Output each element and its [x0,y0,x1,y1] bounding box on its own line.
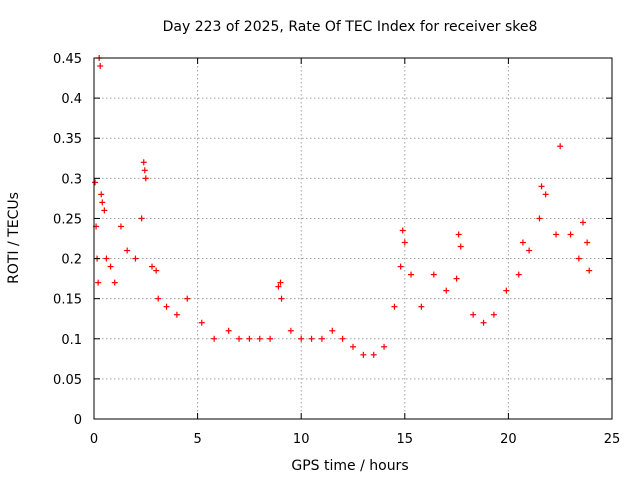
y-tick-label: 0.05 [53,373,82,388]
data-point [453,275,460,282]
data-point [163,303,170,310]
data-point [256,335,263,342]
data-point [318,335,325,342]
data-point [277,279,284,286]
data-point [567,231,574,238]
data-point [553,231,560,238]
data-point [140,159,147,166]
data-point [141,167,148,174]
data-point [98,191,105,198]
data-point [173,311,180,318]
data-point [515,271,522,278]
data-point [211,335,218,342]
data-point [287,327,294,334]
y-tick-label: 0.25 [53,212,82,227]
x-tick-label: 20 [500,432,517,447]
data-point [107,263,114,270]
data-point [142,175,149,182]
data-point [575,255,582,262]
axis-ticks: 0 5 10 15 20 25 0 0.05 0.1 0.15 0.2 0.25 0.3 0.35 0.4 0… [53,52,620,447]
data-point [408,271,415,278]
data-point [278,295,285,302]
data-point [149,263,156,270]
y-tick-label: 0.45 [53,52,82,67]
plot-frame [93,57,613,420]
data-point [236,335,243,342]
y-tick-label: 0.2 [61,253,82,268]
data-point [370,351,377,358]
y-tick-label: 0.35 [53,132,82,147]
y-tick-label: 0.1 [61,333,82,348]
data-point [103,255,110,262]
data-point [519,239,526,246]
data-point [267,335,274,342]
gridlines [94,58,612,419]
data-point [198,319,205,326]
data-point [526,247,533,254]
data-point [117,223,124,230]
data-point [490,311,497,318]
data-point [397,263,404,270]
data-point [275,283,282,290]
data-point [97,63,104,70]
data-point [95,279,102,286]
data-point [470,311,477,318]
x-tick-label: 5 [193,432,201,447]
data-point [184,295,191,302]
data-point [329,327,336,334]
data-point [246,335,253,342]
data-point [557,143,564,150]
data-point [132,255,139,262]
data-point [153,267,160,274]
x-tick-label: 25 [604,432,621,447]
data-point [538,183,545,190]
data-point [586,267,593,274]
data-point [111,279,118,286]
data-point [101,207,108,214]
x-tick-label: 10 [293,432,310,447]
y-axis-title: ROTI / TECUs [6,192,22,284]
data-point [399,227,406,234]
data-point [350,343,356,350]
y-tick-label: 0 [74,413,82,428]
data-point [92,179,99,186]
data-point [536,215,543,222]
data-point [430,271,437,278]
y-tick-label: 0.15 [53,293,82,308]
data-point [480,319,487,326]
data-point [225,327,232,334]
data-point [418,303,425,310]
data-point [155,295,162,302]
data-point [401,239,408,246]
x-tick-label: 15 [397,432,414,447]
data-points [92,55,593,358]
data-point [584,239,591,246]
data-point [457,243,464,250]
data-point [579,219,586,226]
data-point [381,343,388,350]
x-tick-label: 0 [90,432,98,447]
data-point [339,335,346,342]
data-point [542,191,549,198]
data-point [455,231,462,238]
data-point [138,215,145,222]
y-tick-label: 0.3 [61,172,82,187]
data-point [124,247,131,254]
data-point [99,199,106,206]
y-tick-label: 0.4 [61,92,82,107]
x-axis-title: GPS time / hours [291,458,408,474]
data-point [360,351,367,358]
data-point [298,335,305,342]
data-point [391,303,398,310]
data-point [443,287,450,294]
data-point [503,287,510,294]
data-point [308,335,315,342]
chart-title: Day 223 of 2025, Rate Of TEC Index for r… [163,19,538,35]
